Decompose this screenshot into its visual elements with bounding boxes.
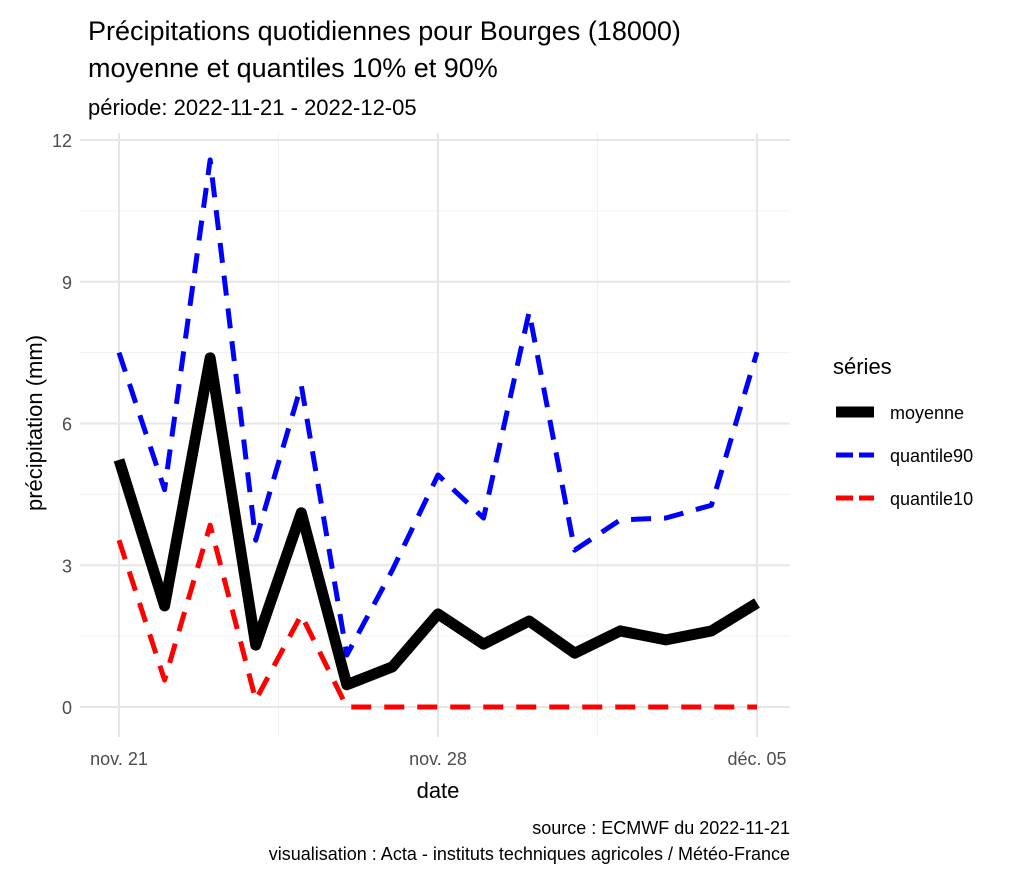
series-line-quantile90 (116, 157, 760, 658)
caption-source: source : ECMWF du 2022-11-21 (532, 818, 790, 838)
legend-title: séries (833, 354, 892, 379)
x-tick-label: nov. 28 (409, 749, 467, 769)
y-tick-label: 6 (62, 415, 72, 435)
x-axis-label: date (417, 778, 460, 803)
x-ticks: nov. 21 nov. 28 déc. 05 (90, 749, 786, 769)
legend-label: quantile10 (890, 489, 973, 509)
x-tick-label: nov. 21 (90, 749, 148, 769)
y-tick-label: 9 (62, 273, 72, 293)
legend-label: moyenne (890, 403, 964, 423)
legend-label: quantile90 (890, 446, 973, 466)
y-tick-label: 12 (52, 131, 72, 151)
caption-visualisation: visualisation : Acta - instituts techniq… (269, 844, 790, 864)
x-tick-label: déc. 05 (727, 749, 786, 769)
grid (80, 133, 790, 737)
chart-subtitle: période: 2022-11-21 - 2022-12-05 (88, 95, 417, 120)
series-line-moyenne (113, 352, 760, 691)
series-lines (113, 157, 760, 710)
y-tick-label: 0 (62, 698, 72, 718)
series-line-quantile10 (116, 522, 757, 710)
y-ticks: 0 3 6 9 12 (52, 131, 72, 718)
y-tick-label: 3 (62, 556, 72, 576)
legend: séries moyenne quantile90 quantile10 (833, 354, 973, 509)
chart-title-line2: moyenne et quantiles 10% et 90% (88, 53, 498, 83)
y-axis-label: précipitation (mm) (22, 335, 47, 511)
chart-title: Précipitations quotidiennes pour Bourges… (88, 16, 681, 46)
